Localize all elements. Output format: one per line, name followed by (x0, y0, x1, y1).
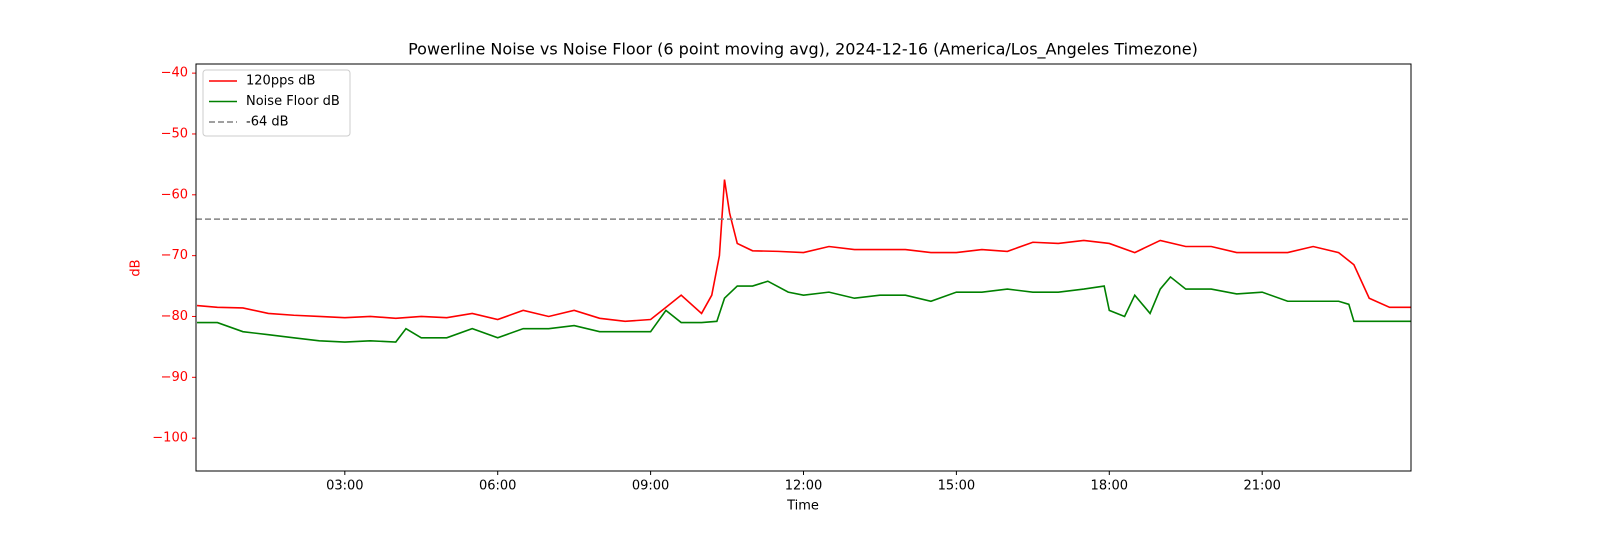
y-tick-label: −60 (161, 187, 188, 202)
x-tick-label: 12:00 (785, 479, 822, 494)
y-tick-label: −100 (152, 431, 188, 446)
x-tick-label: 06:00 (479, 479, 516, 494)
series-line (196, 179, 1411, 323)
chart-title: Powerline Noise vs Noise Floor (6 point … (408, 40, 1198, 60)
legend-label: 120pps dB (246, 74, 315, 89)
x-tick-label: 18:00 (1091, 479, 1128, 494)
legend-label: -64 dB (246, 115, 289, 130)
x-axis-label: Time (786, 499, 819, 514)
x-tick-label: 09:00 (632, 479, 669, 494)
x-tick-label: 03:00 (326, 479, 363, 494)
x-tick-label: 15:00 (938, 479, 975, 494)
y-tick-label: −50 (161, 126, 188, 141)
y-tick-label: −90 (161, 370, 188, 385)
y-axis-label: dB (129, 259, 144, 276)
legend-box (202, 69, 351, 137)
y-tick-label: −80 (161, 309, 188, 324)
series-line (197, 275, 1411, 343)
y-tick-label: −40 (161, 66, 188, 81)
plot-frame (195, 63, 1412, 472)
x-tick-label: 21:00 (1243, 479, 1280, 494)
legend-label: Noise Floor dB (246, 94, 340, 109)
y-tick-label: −70 (161, 248, 188, 263)
